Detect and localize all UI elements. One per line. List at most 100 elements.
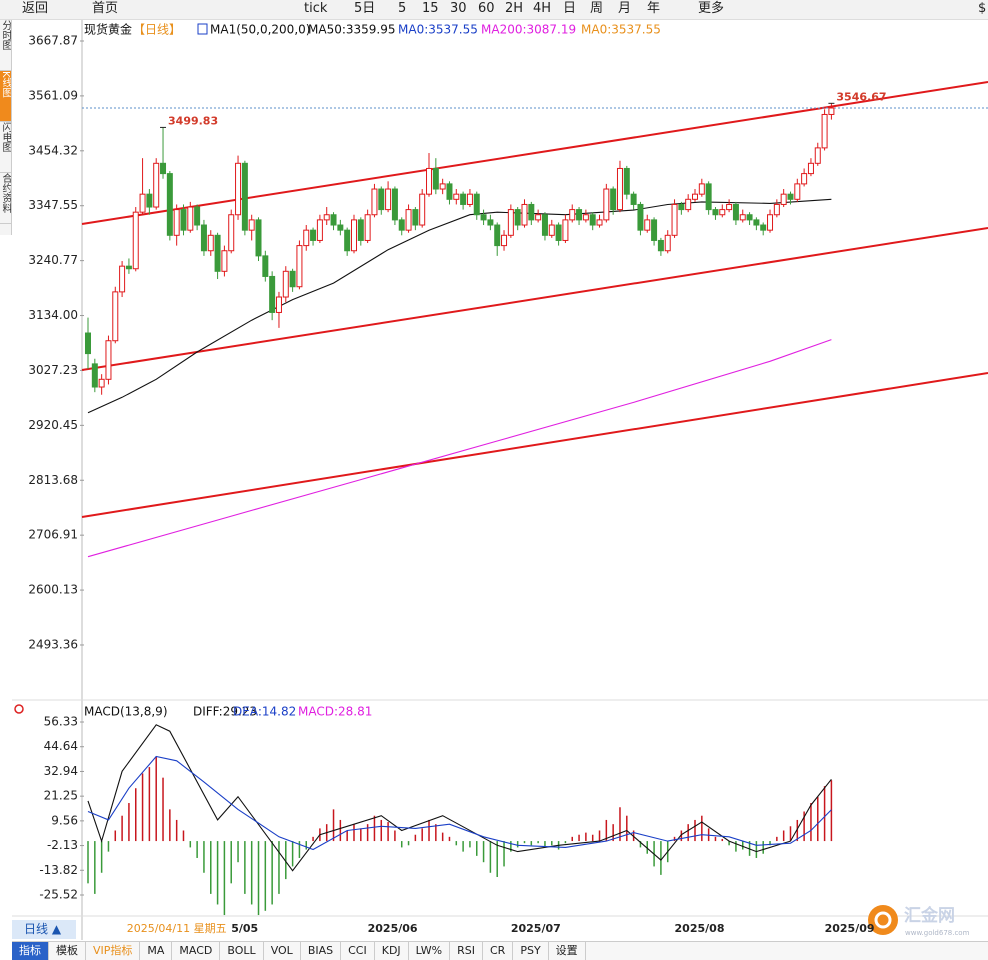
indicator-tab[interactable]: RSI bbox=[450, 942, 483, 960]
candle-body bbox=[651, 219, 658, 241]
candle-body bbox=[248, 219, 255, 231]
candle-body bbox=[828, 107, 835, 115]
candle-body bbox=[105, 340, 112, 380]
indicator-tab[interactable]: 指标 bbox=[12, 942, 49, 960]
indicator-tab[interactable]: KDJ bbox=[375, 942, 409, 960]
candle-body bbox=[391, 188, 398, 221]
y-tick-label: 21.25 bbox=[44, 789, 78, 803]
settings-icon[interactable] bbox=[14, 704, 24, 714]
y-tick-label: 32.94 bbox=[44, 764, 78, 778]
x-tick-label: 2025/09 bbox=[825, 922, 875, 935]
toolbar-item[interactable]: $ bbox=[978, 1, 987, 16]
toolbar-item[interactable]: 月 bbox=[618, 1, 632, 16]
candle-body bbox=[753, 219, 760, 226]
candle-body bbox=[623, 167, 630, 195]
annotation-label: 3546.67 bbox=[836, 90, 886, 103]
y-tick-label: -25.52 bbox=[39, 888, 78, 902]
toolbar-item[interactable]: 30 bbox=[450, 1, 467, 16]
candle-body bbox=[180, 209, 187, 231]
legend-entry: DIFF:29.23 bbox=[193, 705, 257, 719]
sidebar-tab[interactable]: 分时图 bbox=[0, 20, 11, 71]
sidebar-tab[interactable]: 闪电图 bbox=[0, 122, 11, 173]
toolbar-item[interactable]: 5日 bbox=[354, 1, 376, 16]
indicator-tab[interactable]: MA bbox=[140, 942, 173, 960]
y-tick-label: 3347.55 bbox=[28, 198, 78, 212]
legend-entry: MA200:3087.19 bbox=[481, 23, 576, 37]
trendline bbox=[81, 371, 988, 518]
indicator-tab[interactable]: CCI bbox=[341, 942, 375, 960]
candle-body bbox=[112, 291, 119, 342]
toolbar-item[interactable]: 4H bbox=[533, 1, 552, 16]
candle-body bbox=[385, 188, 392, 211]
candle-body bbox=[453, 193, 460, 200]
cursor-label-bg bbox=[121, 921, 232, 938]
candle-body bbox=[705, 183, 712, 211]
y-tick-label: 2706.91 bbox=[28, 528, 78, 542]
toolbar: 返回 首页 tick 5日 5 15 30 60 2H 4H 日周月年 更多 $ bbox=[0, 0, 988, 20]
candle-body bbox=[528, 203, 535, 221]
indicator-tab[interactable]: CR bbox=[483, 942, 514, 960]
trendline bbox=[81, 227, 988, 371]
logo-name: 汇金网 bbox=[904, 905, 955, 926]
toolbar-item[interactable]: 首页 bbox=[92, 1, 119, 16]
toolbar-item[interactable]: 更多 bbox=[698, 1, 725, 16]
indicator-tab[interactable]: 模板 bbox=[49, 942, 86, 960]
candle-body bbox=[146, 193, 153, 208]
candle-body bbox=[235, 162, 242, 216]
sidebar-tab[interactable]: K线图 bbox=[0, 71, 11, 122]
y-tick-label: 9.56 bbox=[51, 813, 78, 827]
period-button[interactable]: 日线 ▲ bbox=[12, 920, 76, 939]
candle-body bbox=[732, 203, 739, 221]
legend-entry: MA0:3537.55 bbox=[581, 23, 661, 37]
candle-body bbox=[760, 224, 767, 231]
candle-body bbox=[657, 239, 664, 252]
toolbar-item[interactable]: 返回 bbox=[22, 1, 49, 16]
candle-body bbox=[221, 250, 228, 272]
toolbar-item[interactable]: 年 bbox=[647, 1, 661, 16]
toolbar-item[interactable]: 5 bbox=[398, 1, 407, 16]
toolbar-item[interactable]: 日 bbox=[563, 1, 577, 16]
candle-body bbox=[344, 229, 351, 252]
candle-body bbox=[712, 209, 719, 216]
y-tick-label: 3561.09 bbox=[28, 88, 78, 102]
candle-body bbox=[228, 214, 235, 252]
y-tick-label: 3027.23 bbox=[28, 363, 78, 377]
candle-body bbox=[576, 209, 583, 221]
annotation-label: 3499.83 bbox=[168, 114, 218, 127]
candle-body bbox=[262, 255, 269, 277]
indicator-tab[interactable]: PSY bbox=[513, 942, 549, 960]
y-tick-label: 56.33 bbox=[44, 715, 78, 729]
candle-body bbox=[514, 209, 521, 226]
indicator-tab[interactable]: BOLL bbox=[220, 942, 264, 960]
candle-body bbox=[521, 203, 528, 226]
indicator-tab[interactable]: 设置 bbox=[549, 942, 586, 960]
candle-body bbox=[439, 183, 446, 190]
toolbar-item[interactable]: 2H bbox=[505, 1, 524, 16]
indicator-tab[interactable]: BIAS bbox=[301, 942, 342, 960]
toolbar-item[interactable]: 60 bbox=[478, 1, 495, 16]
toolbar-item[interactable]: tick bbox=[304, 1, 328, 16]
y-tick-label: 2813.68 bbox=[28, 473, 78, 487]
candle-body bbox=[405, 209, 412, 231]
y-tick-label: 3667.87 bbox=[28, 33, 78, 47]
y-tick-label: 3134.00 bbox=[28, 308, 78, 322]
candle-body bbox=[364, 214, 371, 241]
indicator-tab[interactable]: LW% bbox=[409, 942, 451, 960]
candle-body bbox=[767, 214, 774, 231]
x-tick-label: 5/05 bbox=[231, 922, 258, 935]
sidebar-tab[interactable]: 合约资料 bbox=[0, 173, 11, 224]
indicator-tab[interactable]: VOL bbox=[264, 942, 301, 960]
candle-body bbox=[269, 275, 276, 313]
toolbar-item[interactable]: 周 bbox=[590, 1, 604, 16]
candle-body bbox=[350, 219, 357, 252]
candle-body bbox=[412, 209, 419, 226]
indicator-tab[interactable]: MACD bbox=[172, 942, 221, 960]
toolbar-item[interactable]: 15 bbox=[422, 1, 439, 16]
candle-body bbox=[807, 162, 814, 175]
indicator-tab[interactable]: VIP指标 bbox=[86, 942, 141, 960]
candle-body bbox=[698, 183, 705, 195]
candle-body bbox=[692, 193, 699, 200]
candle-body bbox=[432, 167, 439, 190]
